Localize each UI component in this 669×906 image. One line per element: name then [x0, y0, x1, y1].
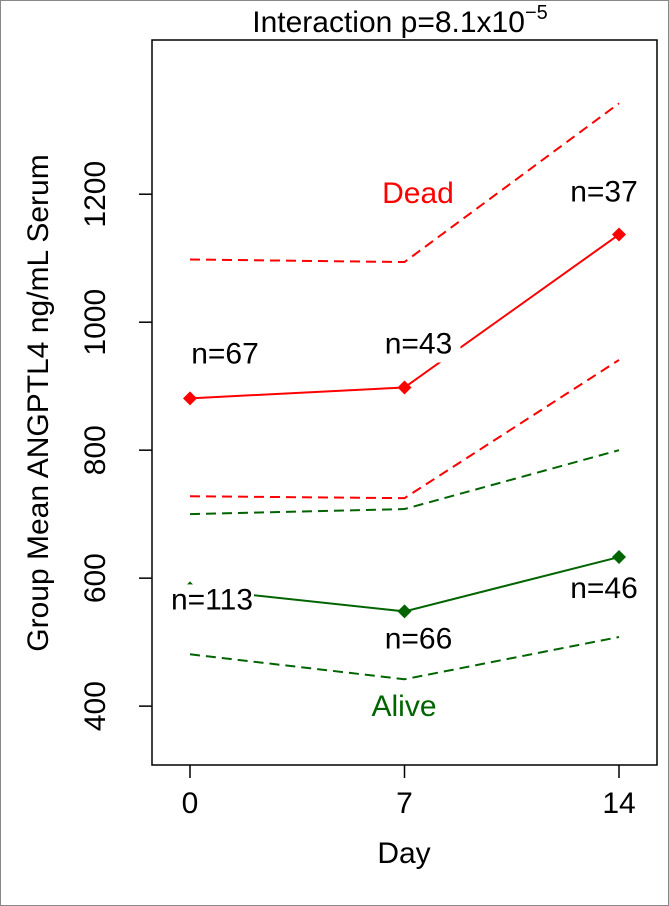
label-bg	[562, 176, 647, 211]
n-label: n=46	[570, 572, 638, 605]
ci-line	[189, 359, 620, 500]
y-tick-label: 400	[79, 681, 112, 731]
mean-line	[189, 556, 620, 613]
y-axis-label: Group Mean ANGPTL4 ng/mL Serum	[22, 154, 55, 651]
label-bg	[169, 584, 254, 619]
label-bg	[182, 338, 267, 373]
chart-title: Interaction p=8.1x10−5	[252, 2, 548, 39]
n-label: n=67	[191, 337, 259, 370]
title-superscript: −5	[525, 2, 548, 24]
mean-point	[612, 227, 627, 242]
x-tick-label: 0	[182, 787, 199, 820]
label-bg	[376, 328, 461, 363]
y-tick-label: 800	[79, 425, 112, 475]
n-label: n=43	[385, 327, 453, 360]
group-label: Dead	[382, 177, 454, 210]
y-tick-label: 1000	[79, 289, 112, 356]
mean-point	[397, 604, 412, 619]
title-text: Interaction p=8.1x10	[252, 6, 525, 39]
ci-line	[189, 636, 620, 681]
y-tick-label: 1200	[79, 161, 112, 228]
n-label: n=37	[570, 175, 638, 208]
mean-line	[189, 233, 620, 400]
x-tick-label: 7	[396, 787, 413, 820]
mean-point	[182, 391, 197, 406]
n-label: n=66	[385, 622, 453, 655]
mean-point	[397, 380, 412, 395]
y-tick-label: 600	[79, 553, 112, 603]
group-label: Alive	[371, 690, 436, 723]
label-bg	[376, 623, 461, 658]
x-axis-label: Day	[377, 837, 430, 870]
label-bg	[562, 573, 647, 608]
mean-point	[612, 550, 627, 565]
ci-line	[189, 449, 620, 516]
ci-line	[189, 102, 620, 264]
x-tick-label: 14	[602, 787, 635, 820]
n-label: n=113	[171, 583, 253, 616]
